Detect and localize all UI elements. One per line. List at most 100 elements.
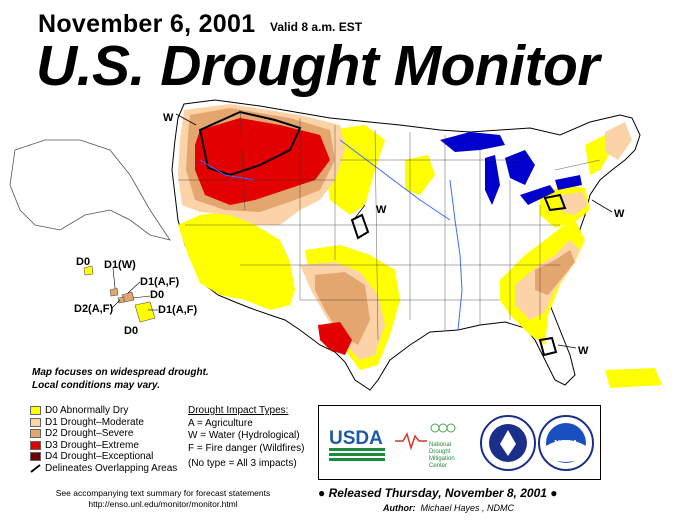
page-title: U.S. Drought Monitor [36,34,600,98]
overlap-northwest [198,110,302,177]
impact-none: (No type = All 3 impacts) [188,458,297,469]
impact-f: F = Fire danger (Wildfires) [188,442,305,454]
hawaii-d1af-label-bottom: D1(A,F) [158,304,197,316]
mississippi-river [449,179,463,331]
w-label-southeast: W [578,345,589,357]
d2-texas [315,272,370,345]
lake-ontario [555,175,582,190]
d3-areas [195,118,352,355]
legend-d0: D0 Abnormally Dry [30,405,177,417]
d1-new-england [605,122,632,160]
legend-label-d0: D0 Abnormally Dry [45,405,129,417]
w-pointers [175,113,613,349]
overlap-plains [350,213,370,240]
w-label-northeast: W [614,208,625,220]
legend-overlap: Delineates Overlapping Areas [30,463,177,475]
overlap-lines [198,110,567,357]
bullet-right: ● [546,486,558,500]
legend-d4: D4 Drought–Exceptional [30,451,177,463]
legend-d1: D1 Drought–Moderate [30,417,177,429]
svg-text:Drought: Drought [429,449,451,455]
legend-label-d3: D3 Drought–Extreme [45,439,139,451]
legend-swatch-d0 [30,406,41,416]
svg-text:Center: Center [429,463,447,469]
d0-great-lakes-west [405,155,435,195]
map-note: Map focuses on widespread drought. Local… [32,366,209,392]
impact-w: W = Water (Hydrological) [188,430,300,441]
usda-logo: USDA [329,428,385,461]
overlap-mid-atlantic [543,193,567,212]
legend: D0 Abnormally Dry D1 Drought–Moderate D2… [30,405,177,474]
alaska-outline [9,139,171,241]
overlap-florida [538,336,558,357]
lake-superior [440,132,505,152]
d3-northwest [195,118,330,205]
hawaii-d2af-label: D2(A,F) [74,303,113,315]
hawaii-d0-label-bottom: D0 [124,325,138,337]
d3-south-texas [318,322,352,355]
impact-title: Drought Impact Types: [188,405,289,416]
svg-text:NOAA: NOAA [554,439,578,448]
legend-d3: D3 Drought–Extreme [30,440,177,452]
legend-label-d2: D2 Drought–Severe [45,428,134,440]
d0-california-great-basin [178,210,295,310]
summary-note: See accompanying text summary for foreca… [32,488,294,510]
agency-logos: USDA National Drought Mitigation Center [318,405,601,480]
ndmc-logo: National Drought Mitigation Center [395,423,456,469]
legend-d2: D2 Drought–Severe [30,428,177,440]
summary-line-1: See accompanying text summary for foreca… [55,488,271,498]
bullet-left: ● [318,486,329,500]
great-lakes [440,132,582,205]
hawaii-inset [83,265,156,323]
w-label-northwest: W [163,112,174,124]
note-line-1: Map focuses on widespread drought. [32,367,209,378]
hawaii-big-island [134,301,156,323]
impact-types: Drought Impact Types: A = Agriculture W … [188,405,304,471]
commerce-seal [480,415,536,471]
released-line: ● Released Thursday, November 8, 2001 ● [318,486,558,500]
d2-carolinas [535,250,575,295]
hawaii-kauai [83,265,94,276]
d1-mid-atlantic [560,192,588,215]
hawaii-molokai [117,296,125,304]
author-label: Author: [383,503,416,513]
hawaii-d1w-label: D1(W) [104,259,136,271]
svg-text:National: National [429,442,451,448]
legend-swatch-d4 [30,452,41,462]
noaa-logo: NOAA [538,415,594,471]
released-text: Released Thursday, November 8, 2001 [328,486,547,500]
note-line-2: Local conditions may vary. [32,380,161,391]
legend-swatch-d1 [30,417,41,427]
author-name: Michael Hayes , NDMC [420,503,515,513]
alaska-inset [9,139,171,241]
legend-label-d4: D4 Drought–Exceptional [45,451,154,463]
hawaii-d1af-label-top: D1(A,F) [140,276,179,288]
overlap-line-icon [30,463,41,473]
legend-label-overlap: Delineates Overlapping Areas [45,462,178,474]
hawaii-d0-label: D0 [76,256,90,268]
legend-swatch-d2 [30,429,41,439]
hawaii-d0-label-mid: D0 [150,289,164,301]
svg-text:Mitigation: Mitigation [429,456,455,462]
logos-svg: USDA National Drought Mitigation Center [329,415,594,471]
d0-puerto-rico [605,368,662,388]
author-line: Author: Michael Hayes , NDMC [383,503,514,513]
legend-swatch-d3 [30,440,41,450]
missouri-river [339,139,451,221]
hawaii-pointers [111,267,158,311]
lake-michigan [485,155,500,205]
svg-text:USDA: USDA [329,428,383,449]
drought-map: W W W W D0 D1(W) D1(A,F) D0 D2(A,F) D1(A… [9,99,662,391]
impact-a: A = Agriculture [188,417,253,429]
legend-label-d1: D1 Drought–Moderate [45,416,144,428]
summary-link[interactable]: http://enso.unl.edu/monitor/monitor.html [88,499,238,509]
rivers [199,139,463,331]
snake-river [199,159,256,181]
lake-erie [520,185,555,205]
map-date: November 6, 2001 [38,10,256,38]
hawaii-oahu [109,287,119,297]
lake-huron [505,150,535,185]
w-label-plains: W [376,204,387,216]
valid-time: Valid 8 a.m. EST [270,20,363,34]
state-boundaries [178,109,601,341]
